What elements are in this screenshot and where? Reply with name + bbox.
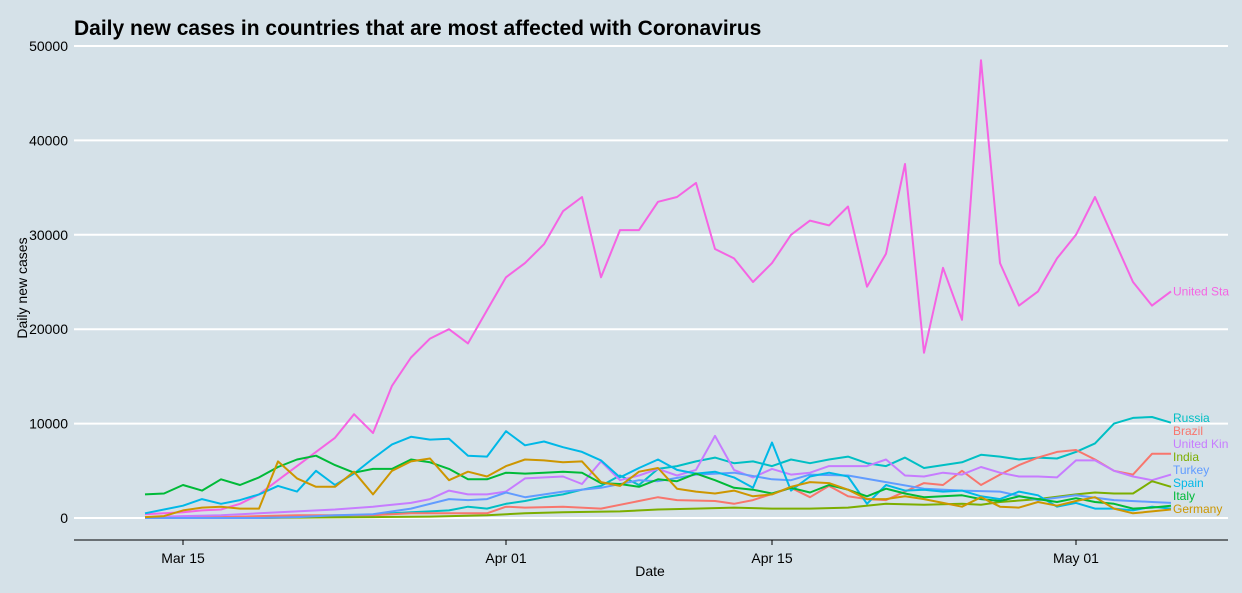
y-tick-label: 20000 [29, 321, 68, 337]
series-line [145, 480, 1172, 519]
series-label: United Sta [1173, 284, 1229, 298]
x-tick-label: May 01 [1053, 550, 1099, 566]
x-tick-label: Apr 01 [485, 550, 526, 566]
series-label: Turkey [1173, 463, 1209, 477]
y-axis-ticks: 0 10000 20000 30000 40000 50000 [29, 38, 68, 526]
y-tick-label: 0 [60, 510, 68, 526]
series-line [144, 430, 1172, 515]
series-label: Italy [1173, 489, 1195, 503]
y-tick-label: 40000 [29, 132, 68, 148]
x-tick-label: Mar 15 [161, 550, 205, 566]
series-label: India [1173, 450, 1199, 464]
series-lines [144, 59, 1172, 519]
series-line [144, 457, 1172, 519]
series-label: Spain [1173, 476, 1204, 490]
x-tick-label: Apr 15 [751, 550, 792, 566]
series-line [145, 471, 1172, 519]
series-label: Russia [1173, 411, 1210, 425]
y-axis-title: Daily new cases [14, 237, 30, 338]
y-tick-label: 30000 [29, 227, 68, 243]
series-label: Brazil [1173, 424, 1203, 438]
series-label: Germany [1173, 502, 1222, 516]
series-label: United Kin [1173, 437, 1228, 451]
series-line [144, 454, 1172, 510]
x-axis-ticks: Mar 15 Apr 01 Apr 15 May 01 [161, 540, 1099, 566]
x-axis-title: Date [635, 563, 665, 579]
y-tick-label: 10000 [29, 416, 68, 432]
series-line [144, 59, 1172, 516]
chart-title: Daily new cases in countries that are mo… [74, 17, 761, 40]
y-tick-label: 50000 [29, 38, 68, 54]
series-line [144, 434, 1172, 519]
